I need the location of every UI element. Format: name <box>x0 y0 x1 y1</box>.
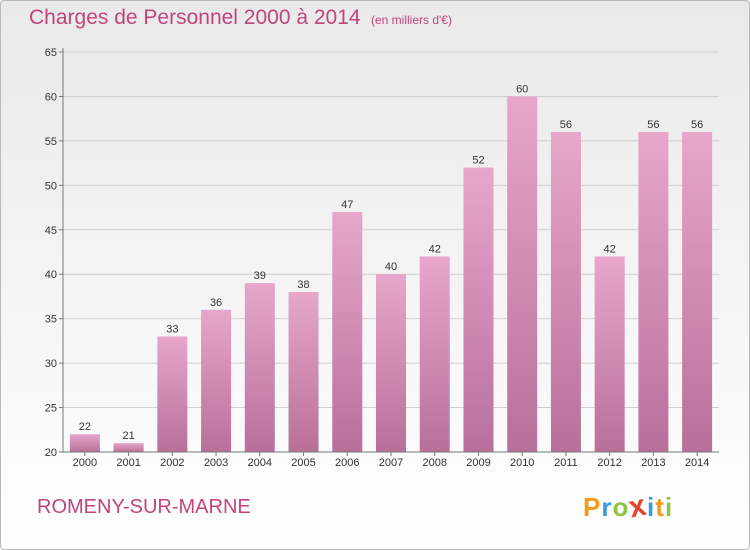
logo-letter: P <box>583 492 602 522</box>
logo-letter: t <box>655 492 665 522</box>
data-label-2011: 56 <box>560 119 572 131</box>
bar-2007 <box>376 274 406 452</box>
chart-subtitle: (en milliers d'€) <box>371 13 452 27</box>
data-label-2013: 56 <box>647 119 659 131</box>
bar-2010 <box>507 96 538 452</box>
x-tick-label-2010: 2010 <box>510 457 534 469</box>
x-tick-label-2012: 2012 <box>597 457 621 469</box>
logo-letter: r <box>601 492 613 522</box>
x-tick-label-2011: 2011 <box>554 457 578 469</box>
y-tick-label: 65 <box>45 47 57 59</box>
x-tick-label-2002: 2002 <box>160 457 184 469</box>
data-label-2000: 22 <box>79 421 91 433</box>
bar-2005 <box>288 292 319 452</box>
logo-letter: i <box>647 492 656 522</box>
y-tick-label: 60 <box>45 91 57 103</box>
proxiti-logo[interactable]: Proxiti <box>583 489 674 525</box>
logo-letter: i <box>664 492 674 522</box>
y-tick-label: 35 <box>45 314 57 326</box>
data-label-2005: 38 <box>297 279 309 291</box>
y-tick-label: 55 <box>45 136 57 148</box>
chart-title: Charges de Personnel 2000 à 2014 <box>29 6 361 29</box>
bar-2004 <box>244 283 275 452</box>
axis-layer: 20 25 30 35 40 45 50 55 60 65 2000 2001 2002 2003 2004… <box>45 47 719 469</box>
bar-layer: 22 21 33 36 39 38 47 40 42 52 60 56 42 56 56 <box>69 83 713 453</box>
x-tick-label-2013: 2013 <box>641 457 665 469</box>
x-tick-label-2007: 2007 <box>379 457 403 469</box>
x-tick-label-2003: 2003 <box>204 457 228 469</box>
data-label-2007: 40 <box>385 261 397 273</box>
y-tick-label: 40 <box>45 269 57 281</box>
town-name: ROMENY-SUR-MARNE <box>37 496 251 518</box>
bar-2000 <box>69 434 100 452</box>
y-tick-label: 20 <box>45 447 57 459</box>
data-label-2002: 33 <box>166 323 178 335</box>
bar-2001 <box>113 443 144 452</box>
bar-2008 <box>419 256 450 452</box>
x-tick-label-2006: 2006 <box>335 457 359 469</box>
bar-2006 <box>332 212 363 452</box>
x-tick-label-2001: 2001 <box>116 457 140 469</box>
data-label-2010: 60 <box>516 83 528 95</box>
data-label-2009: 52 <box>472 155 484 167</box>
x-tick-label-2008: 2008 <box>422 457 446 469</box>
x-tick-label-2004: 2004 <box>248 457 272 469</box>
data-label-2001: 21 <box>122 430 134 442</box>
x-tick-label-2005: 2005 <box>291 457 315 469</box>
x-tick-label-2014: 2014 <box>685 457 709 469</box>
bar-2009 <box>463 167 494 453</box>
data-label-2004: 39 <box>254 270 266 282</box>
y-tick-label: 50 <box>45 180 57 192</box>
data-label-2008: 42 <box>429 243 441 255</box>
y-tick-label: 30 <box>45 358 57 370</box>
data-label-2003: 36 <box>210 297 222 309</box>
data-label-2006: 47 <box>341 199 353 211</box>
y-tick-label: 45 <box>45 225 57 237</box>
bar-2013 <box>638 132 669 452</box>
logo-letter: o <box>612 492 630 522</box>
x-tick-label-2000: 2000 <box>73 457 97 469</box>
data-label-2014: 56 <box>691 119 703 131</box>
bar-2002 <box>157 336 188 452</box>
bar-2011 <box>550 132 581 452</box>
bar-2014 <box>682 132 713 452</box>
bar-2003 <box>201 309 232 452</box>
x-tick-label-2009: 2009 <box>466 457 490 469</box>
y-tick-label: 25 <box>45 403 57 415</box>
bar-2012 <box>594 256 625 452</box>
data-label-2012: 42 <box>604 243 616 255</box>
